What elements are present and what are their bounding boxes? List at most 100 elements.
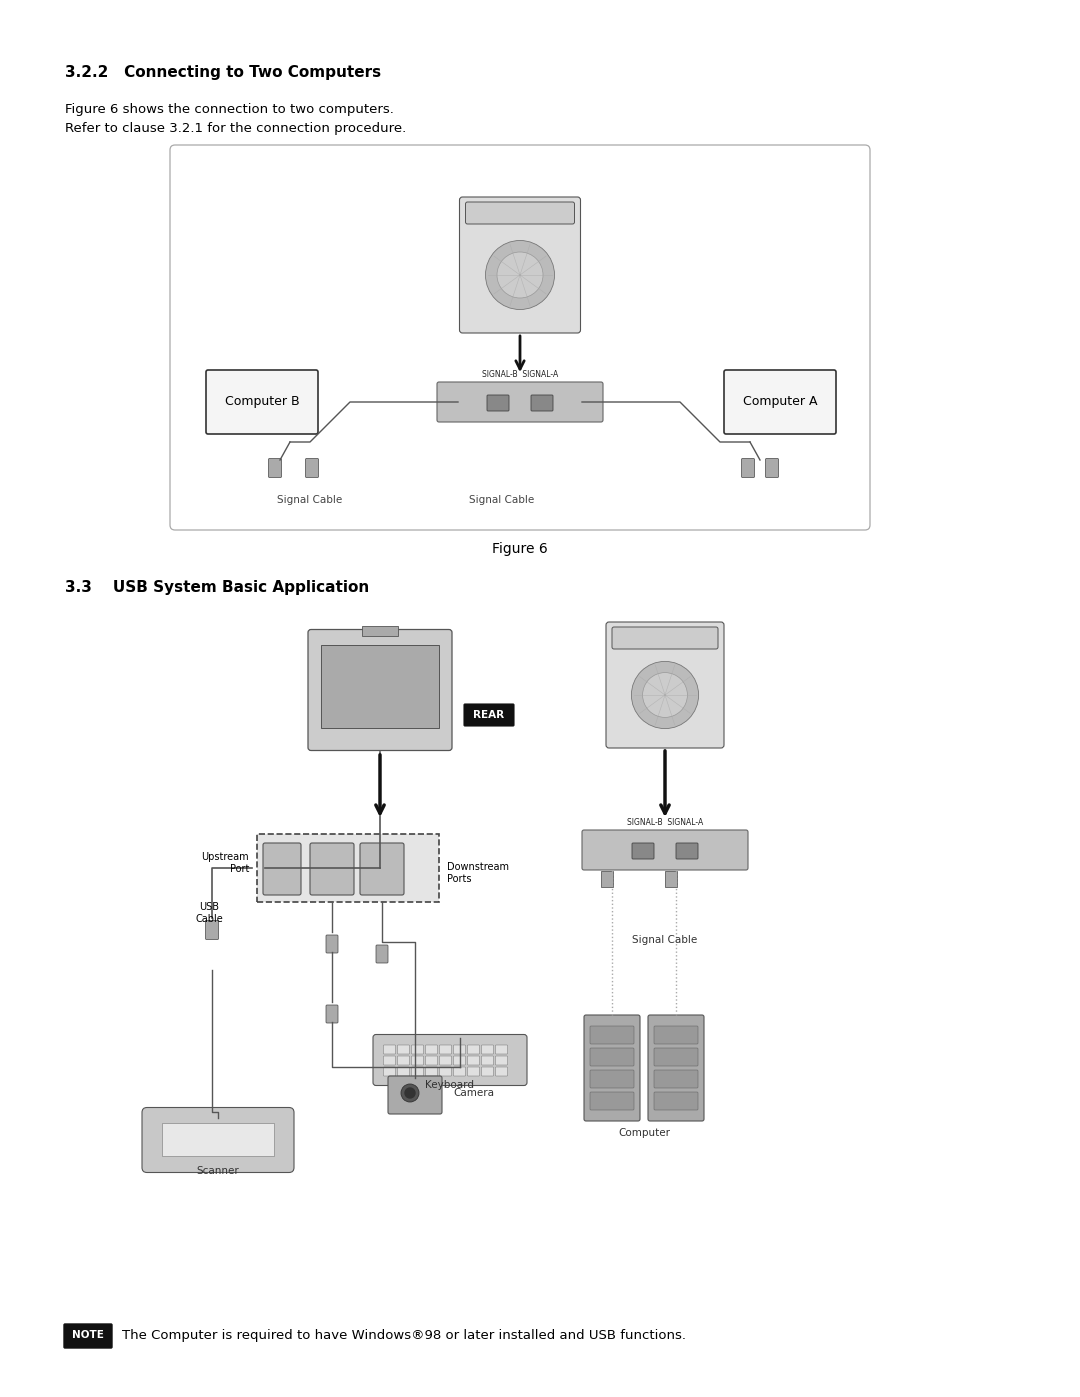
FancyBboxPatch shape: [584, 1016, 640, 1120]
FancyBboxPatch shape: [454, 1045, 465, 1053]
FancyBboxPatch shape: [308, 630, 453, 750]
FancyBboxPatch shape: [465, 203, 575, 224]
FancyBboxPatch shape: [742, 458, 755, 478]
FancyBboxPatch shape: [648, 1016, 704, 1120]
FancyBboxPatch shape: [766, 458, 779, 478]
FancyBboxPatch shape: [306, 458, 319, 478]
FancyBboxPatch shape: [426, 1045, 437, 1053]
Text: Signal Cable: Signal Cable: [633, 935, 698, 944]
FancyBboxPatch shape: [654, 1070, 698, 1088]
FancyBboxPatch shape: [582, 830, 748, 870]
Text: Camera: Camera: [453, 1088, 494, 1098]
FancyBboxPatch shape: [454, 1056, 465, 1065]
FancyBboxPatch shape: [468, 1056, 480, 1065]
FancyBboxPatch shape: [654, 1092, 698, 1111]
Text: Computer A: Computer A: [743, 395, 818, 408]
FancyBboxPatch shape: [590, 1025, 634, 1044]
FancyBboxPatch shape: [411, 1045, 423, 1053]
FancyBboxPatch shape: [724, 370, 836, 434]
Text: 3.3    USB System Basic Application: 3.3 USB System Basic Application: [65, 580, 369, 595]
FancyBboxPatch shape: [676, 842, 698, 859]
Circle shape: [632, 661, 699, 729]
FancyBboxPatch shape: [397, 1045, 409, 1053]
Text: Keyboard: Keyboard: [426, 1080, 474, 1090]
FancyBboxPatch shape: [590, 1092, 634, 1111]
FancyBboxPatch shape: [310, 842, 354, 895]
FancyBboxPatch shape: [326, 1004, 338, 1023]
FancyBboxPatch shape: [397, 1056, 409, 1065]
FancyBboxPatch shape: [468, 1045, 480, 1053]
Circle shape: [643, 672, 687, 718]
FancyBboxPatch shape: [440, 1045, 451, 1053]
FancyBboxPatch shape: [162, 1123, 274, 1155]
Text: Signal Cable: Signal Cable: [470, 495, 535, 504]
FancyBboxPatch shape: [269, 458, 282, 478]
Circle shape: [401, 1084, 419, 1102]
Text: USB
Cable: USB Cable: [195, 902, 222, 923]
FancyBboxPatch shape: [482, 1056, 494, 1065]
FancyBboxPatch shape: [440, 1067, 451, 1076]
FancyBboxPatch shape: [454, 1067, 465, 1076]
Text: Figure 6 shows the connection to two computers.: Figure 6 shows the connection to two com…: [65, 103, 394, 116]
FancyBboxPatch shape: [64, 1324, 112, 1348]
FancyBboxPatch shape: [411, 1067, 423, 1076]
Circle shape: [497, 251, 543, 298]
FancyBboxPatch shape: [388, 1076, 442, 1113]
FancyBboxPatch shape: [654, 1025, 698, 1044]
FancyBboxPatch shape: [496, 1067, 508, 1076]
FancyBboxPatch shape: [632, 842, 654, 859]
FancyBboxPatch shape: [383, 1067, 395, 1076]
FancyBboxPatch shape: [205, 921, 218, 940]
FancyBboxPatch shape: [496, 1056, 508, 1065]
FancyBboxPatch shape: [170, 145, 870, 529]
Text: NOTE: NOTE: [72, 1330, 104, 1340]
FancyBboxPatch shape: [360, 842, 404, 895]
FancyBboxPatch shape: [459, 197, 581, 332]
Text: REAR: REAR: [473, 710, 504, 719]
Text: Signal Cable: Signal Cable: [278, 495, 342, 504]
FancyBboxPatch shape: [362, 626, 399, 636]
FancyBboxPatch shape: [600, 870, 613, 887]
FancyBboxPatch shape: [464, 704, 514, 726]
Text: SIGNAL-B  SIGNAL-A: SIGNAL-B SIGNAL-A: [626, 819, 703, 827]
Circle shape: [486, 240, 554, 310]
Circle shape: [405, 1088, 415, 1098]
FancyBboxPatch shape: [373, 1035, 527, 1085]
FancyBboxPatch shape: [612, 627, 718, 650]
FancyBboxPatch shape: [665, 870, 677, 887]
FancyBboxPatch shape: [468, 1067, 480, 1076]
Text: Upstream
Port: Upstream Port: [201, 852, 249, 873]
FancyBboxPatch shape: [590, 1048, 634, 1066]
Text: The Computer is required to have Windows®98 or later installed and USB functions: The Computer is required to have Windows…: [122, 1329, 686, 1341]
FancyBboxPatch shape: [257, 834, 438, 902]
FancyBboxPatch shape: [440, 1056, 451, 1065]
FancyBboxPatch shape: [383, 1045, 395, 1053]
FancyBboxPatch shape: [482, 1045, 494, 1053]
FancyBboxPatch shape: [606, 622, 724, 747]
Text: 3.2.2   Connecting to Two Computers: 3.2.2 Connecting to Two Computers: [65, 66, 381, 80]
FancyBboxPatch shape: [376, 944, 388, 963]
FancyBboxPatch shape: [326, 935, 338, 953]
FancyBboxPatch shape: [437, 381, 603, 422]
FancyBboxPatch shape: [141, 1108, 294, 1172]
Text: Scanner: Scanner: [197, 1166, 240, 1176]
FancyBboxPatch shape: [531, 395, 553, 411]
FancyBboxPatch shape: [426, 1067, 437, 1076]
Text: Downstream
Ports: Downstream Ports: [447, 862, 509, 884]
FancyBboxPatch shape: [264, 842, 301, 895]
FancyBboxPatch shape: [321, 644, 438, 728]
FancyBboxPatch shape: [496, 1045, 508, 1053]
FancyBboxPatch shape: [590, 1070, 634, 1088]
Text: Refer to clause 3.2.1 for the connection procedure.: Refer to clause 3.2.1 for the connection…: [65, 122, 406, 136]
Text: Computer B: Computer B: [225, 395, 299, 408]
FancyBboxPatch shape: [482, 1067, 494, 1076]
Text: SIGNAL-B  SIGNAL-A: SIGNAL-B SIGNAL-A: [482, 370, 558, 379]
Text: Computer: Computer: [618, 1127, 670, 1139]
FancyBboxPatch shape: [397, 1067, 409, 1076]
FancyBboxPatch shape: [411, 1056, 423, 1065]
FancyBboxPatch shape: [487, 395, 509, 411]
FancyBboxPatch shape: [383, 1056, 395, 1065]
FancyBboxPatch shape: [654, 1048, 698, 1066]
Text: Figure 6: Figure 6: [492, 542, 548, 556]
FancyBboxPatch shape: [426, 1056, 437, 1065]
